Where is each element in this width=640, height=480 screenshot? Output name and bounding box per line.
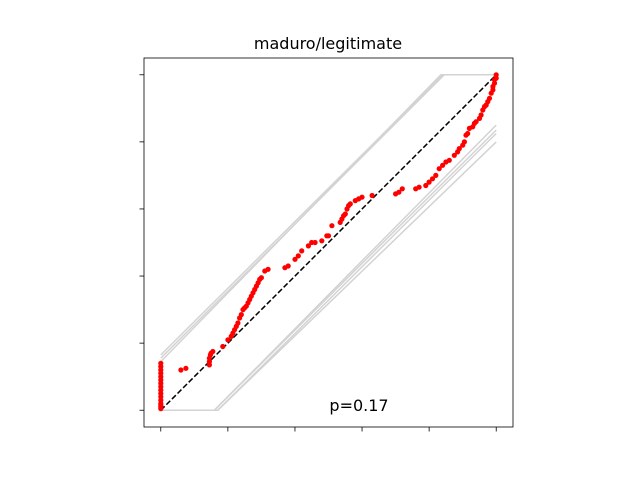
data-point: [299, 248, 305, 254]
data-point: [399, 186, 405, 192]
data-point: [465, 130, 471, 137]
data-point: [305, 243, 311, 249]
data-point: [446, 157, 452, 163]
data-point: [329, 223, 335, 229]
data-point: [285, 263, 291, 269]
data-point: [258, 275, 264, 281]
data-point: [359, 194, 365, 200]
reference-line: [160, 74, 497, 411]
data-point: [473, 119, 479, 125]
data-point: [396, 189, 402, 195]
envelope-line: [160, 141, 497, 411]
data-point: [416, 184, 422, 190]
data-points: [158, 72, 499, 412]
data-point: [461, 139, 467, 145]
data-point: [235, 320, 241, 326]
envelope-line: [160, 129, 497, 411]
axes-frame: [143, 57, 514, 428]
envelope-line: [160, 74, 497, 359]
data-point: [183, 365, 189, 371]
data-point: [225, 337, 231, 343]
data-point: [210, 348, 216, 355]
reference-line-group: [160, 74, 497, 411]
data-point: [369, 192, 375, 199]
p-value-annotation: p=0.17: [329, 396, 388, 415]
data-point: [342, 211, 348, 217]
envelope-line: [160, 74, 497, 356]
data-point: [436, 166, 442, 172]
data-point: [456, 146, 462, 152]
chart-title: maduro/legitimate: [254, 34, 402, 53]
data-point: [440, 162, 446, 168]
data-point: [312, 239, 318, 246]
data-point: [426, 179, 432, 185]
data-point: [433, 172, 439, 178]
data-point: [178, 367, 184, 373]
data-point: [347, 201, 353, 207]
data-point: [486, 95, 493, 101]
data-point: [325, 233, 332, 239]
envelope-line: [160, 74, 497, 363]
data-point: [451, 152, 457, 158]
data-point: [478, 112, 484, 118]
data-point: [319, 238, 325, 244]
data-point: [220, 343, 226, 350]
data-point: [295, 253, 301, 259]
data-point: [493, 72, 499, 78]
data-point: [292, 256, 298, 262]
data-point: [265, 266, 271, 272]
axis-ticks: [139, 74, 497, 432]
data-point: [429, 176, 436, 182]
envelope-line: [160, 124, 497, 411]
envelope-lines: [160, 74, 497, 411]
data-point: [423, 182, 429, 189]
data-point: [238, 312, 244, 318]
data-point: [158, 360, 164, 366]
